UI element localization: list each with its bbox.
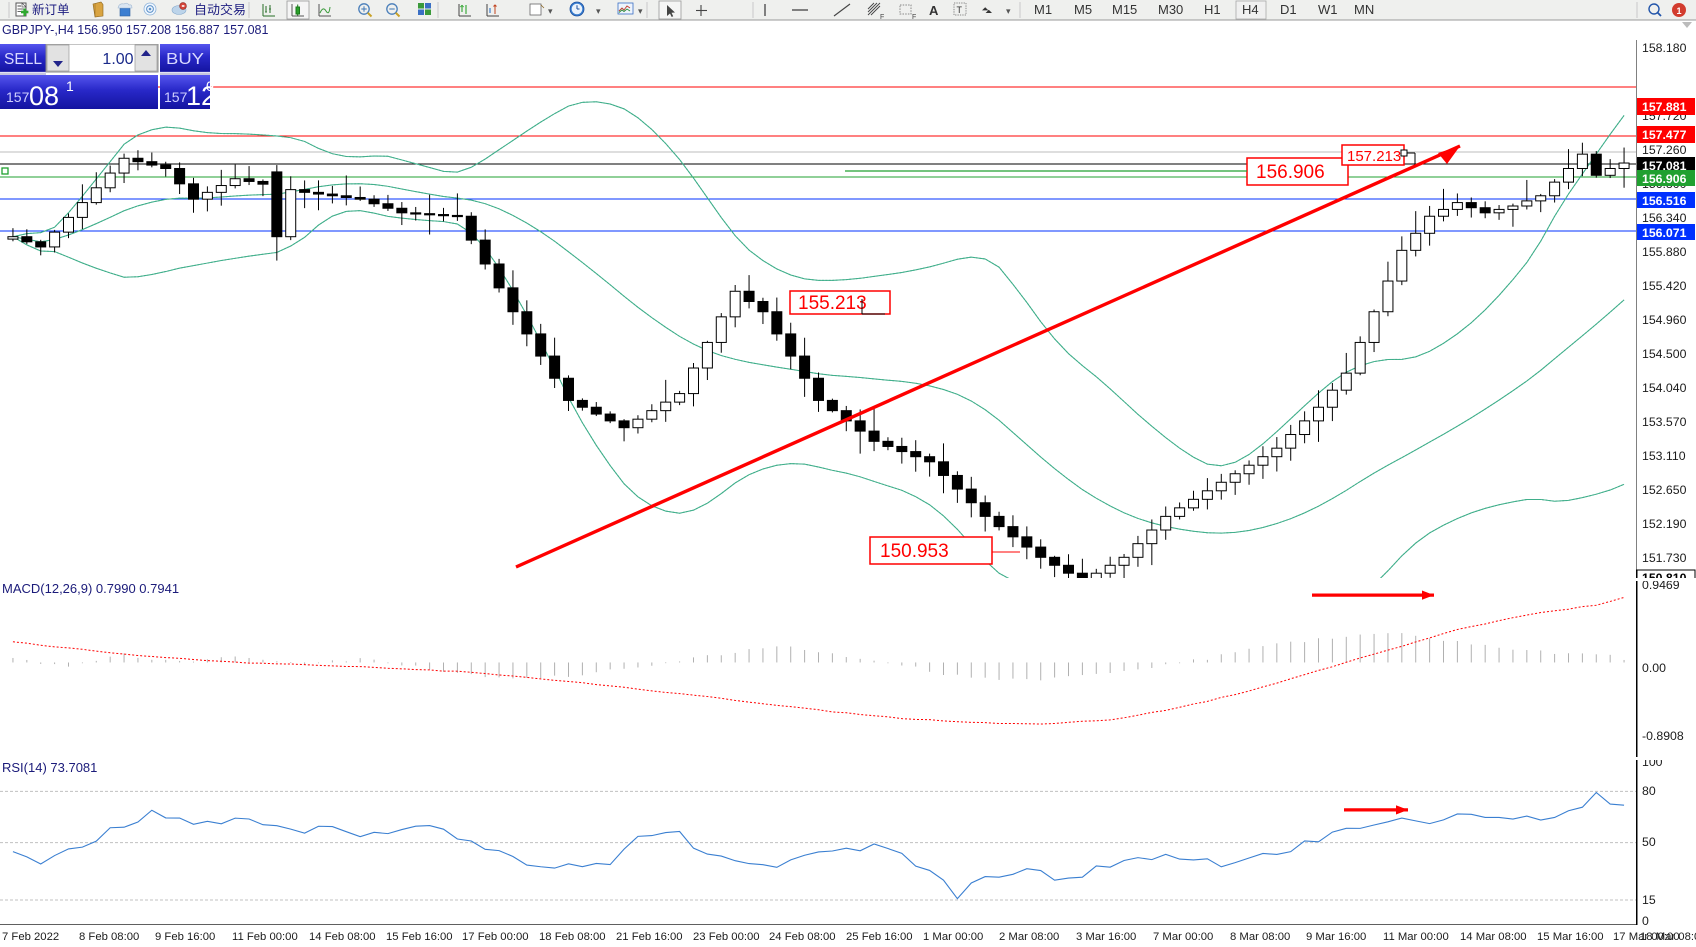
svg-text:8 Mar 08:00: 8 Mar 08:00	[1230, 931, 1290, 943]
svg-text:155.420: 155.420	[1642, 279, 1687, 293]
svg-text:0: 0	[206, 78, 214, 94]
svg-text:156.906: 156.906	[1642, 172, 1687, 186]
svg-text:7 Mar 00:00: 7 Mar 00:00	[1153, 931, 1213, 943]
svg-text:11 Mar 00:00: 11 Mar 00:00	[1383, 931, 1449, 943]
svg-text:1: 1	[66, 78, 74, 94]
svg-text:157.881: 157.881	[1642, 100, 1687, 114]
svg-text:100: 100	[1642, 760, 1663, 769]
svg-text:151.730: 151.730	[1642, 551, 1687, 565]
svg-text:15 Mar 16:00: 15 Mar 16:00	[1537, 931, 1604, 943]
svg-text:2 Mar 08:00: 2 Mar 08:00	[999, 931, 1059, 943]
svg-text:7 Feb 2022: 7 Feb 2022	[2, 931, 59, 943]
svg-text:50: 50	[1642, 835, 1656, 849]
svg-text:-0.8908: -0.8908	[1642, 729, 1684, 743]
svg-text:157.260: 157.260	[1642, 143, 1687, 157]
svg-text:15: 15	[1642, 893, 1656, 907]
svg-text:156.340: 156.340	[1642, 211, 1687, 225]
svg-text:80: 80	[1642, 784, 1656, 798]
svg-text:08: 08	[29, 81, 59, 109]
svg-text:11 Feb 00:00: 11 Feb 00:00	[232, 931, 298, 943]
svg-text:154.500: 154.500	[1642, 347, 1687, 361]
svg-text:MACD(12,26,9) 0.7990 0.7941: MACD(12,26,9) 0.7990 0.7941	[2, 581, 179, 596]
svg-text:156.516: 156.516	[1642, 194, 1687, 208]
svg-text:3 Mar 16:00: 3 Mar 16:00	[1076, 931, 1136, 943]
svg-text:1 Mar 00:00: 1 Mar 00:00	[923, 931, 983, 943]
svg-text:0.9469: 0.9469	[1642, 581, 1680, 592]
svg-text:153.570: 153.570	[1642, 415, 1687, 429]
svg-text:153.110: 153.110	[1642, 449, 1686, 463]
svg-text:155.880: 155.880	[1642, 245, 1687, 259]
svg-text:25 Feb 16:00: 25 Feb 16:00	[846, 931, 913, 943]
svg-text:150.953: 150.953	[880, 541, 949, 562]
svg-text:157.477: 157.477	[1642, 128, 1687, 142]
svg-text:9 Feb 16:00: 9 Feb 16:00	[155, 931, 215, 943]
svg-text:0.00: 0.00	[1642, 661, 1666, 675]
svg-text:150.810: 150.810	[1642, 571, 1687, 578]
svg-text:14 Mar 08:00: 14 Mar 08:00	[1460, 931, 1527, 943]
svg-text:0: 0	[1642, 914, 1649, 925]
svg-text:15 Feb 16:00: 15 Feb 16:00	[386, 931, 453, 943]
svg-text:157: 157	[6, 89, 30, 105]
svg-text:24 Feb 08:00: 24 Feb 08:00	[769, 931, 836, 943]
svg-text:21 Feb 16:00: 21 Feb 16:00	[616, 931, 683, 943]
svg-text:157: 157	[164, 89, 188, 105]
svg-text:SELL: SELL	[4, 51, 42, 68]
svg-text:23 Feb 00:00: 23 Feb 00:00	[693, 931, 760, 943]
svg-text:18 Feb 08:00: 18 Feb 08:00	[539, 931, 606, 943]
svg-text:156.906: 156.906	[1256, 162, 1325, 183]
svg-text:14 Feb 08:00: 14 Feb 08:00	[309, 931, 376, 943]
svg-text:152.190: 152.190	[1642, 517, 1687, 531]
svg-text:158.180: 158.180	[1642, 41, 1687, 55]
svg-text:155.213: 155.213	[798, 293, 867, 314]
svg-text:BUY: BUY	[166, 51, 204, 68]
svg-text:8 Feb 08:00: 8 Feb 08:00	[79, 931, 139, 943]
svg-text:152.650: 152.650	[1642, 483, 1687, 497]
svg-text:1.00: 1.00	[102, 51, 133, 68]
svg-text:156.071: 156.071	[1642, 226, 1687, 240]
svg-text:157.213: 157.213	[1347, 148, 1401, 165]
svg-text:18 Mar 08:00: 18 Mar 08:00	[1640, 931, 1696, 943]
svg-text:RSI(14) 73.7081: RSI(14) 73.7081	[2, 760, 97, 775]
svg-text:17 Feb 00:00: 17 Feb 00:00	[462, 931, 529, 943]
svg-text:154.040: 154.040	[1642, 381, 1687, 395]
svg-text:9 Mar 16:00: 9 Mar 16:00	[1306, 931, 1366, 943]
svg-text:154.960: 154.960	[1642, 313, 1687, 327]
